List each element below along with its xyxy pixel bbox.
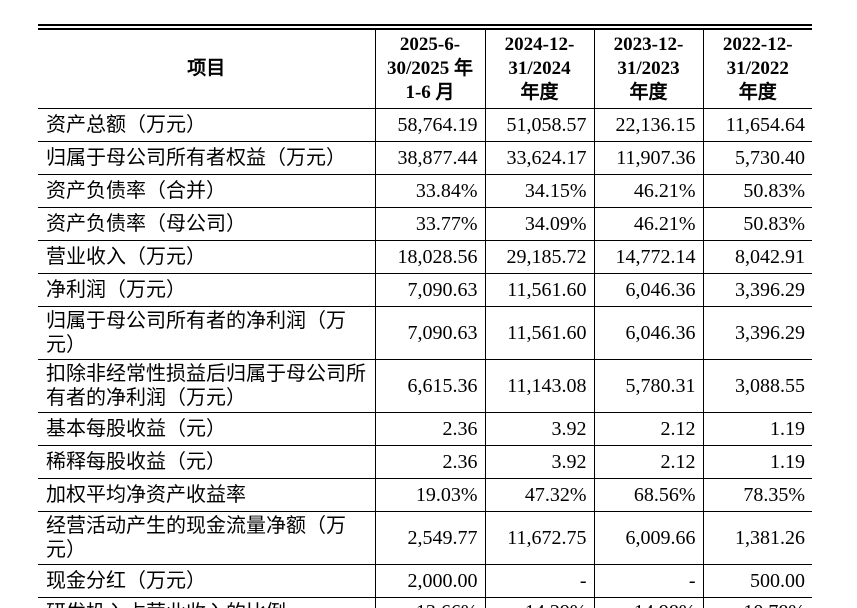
cell-value: 46.21% <box>593 174 704 208</box>
row-label: 经营活动产生的现金流量净额（万元） <box>38 511 376 565</box>
col-header-item: 项目 <box>38 26 376 109</box>
header-row: 项目 2025-6- 30/2025 年 1-6 月 2024-12- 31/2… <box>38 26 812 109</box>
table-row: 营业收入（万元） 18,028.56 29,185.72 14,772.14 8… <box>38 240 812 274</box>
cell-value: 51,058.57 <box>484 108 595 142</box>
cell-value: 2,549.77 <box>374 511 486 565</box>
cell-value: 78.35% <box>702 478 812 512</box>
cell-value: 14.98% <box>593 597 704 608</box>
cell-value: 33.77% <box>374 207 486 241</box>
cell-value: 3.92 <box>484 445 595 479</box>
cell-value: 2.36 <box>374 445 486 479</box>
cell-value: 11,672.75 <box>484 511 595 565</box>
table-row: 研发投入占营业收入的比例 13.66% 14.29% 14.98% 10.78% <box>38 597 812 608</box>
table-row: 现金分红（万元） 2,000.00 - - 500.00 <box>38 564 812 598</box>
cell-value: 34.15% <box>484 174 595 208</box>
cell-value: 19.03% <box>374 478 486 512</box>
row-label: 研发投入占营业收入的比例 <box>38 597 376 608</box>
cell-value: 2.12 <box>593 445 704 479</box>
cell-value: 50.83% <box>702 207 812 241</box>
col-header-period-3: 2023-12- 31/2023 年度 <box>593 26 704 109</box>
cell-value: 6,615.36 <box>374 359 486 413</box>
cell-value: 5,780.31 <box>593 359 704 413</box>
col-header-period-1: 2025-6- 30/2025 年 1-6 月 <box>374 26 486 109</box>
table-row: 稀释每股收益（元） 2.36 3.92 2.12 1.19 <box>38 445 812 479</box>
col-header-period-4: 2022-12- 31/2022 年度 <box>702 26 812 109</box>
cell-value: 22,136.15 <box>593 108 704 142</box>
cell-value: 38,877.44 <box>374 141 486 175</box>
cell-value: 11,907.36 <box>593 141 704 175</box>
financial-summary-table: 项目 2025-6- 30/2025 年 1-6 月 2024-12- 31/2… <box>38 24 812 608</box>
row-label: 资产总额（万元） <box>38 108 376 142</box>
cell-value: 2.36 <box>374 412 486 446</box>
row-label: 净利润（万元） <box>38 273 376 307</box>
cell-value: 1,381.26 <box>702 511 812 565</box>
row-label: 资产负债率（合并） <box>38 174 376 208</box>
row-label: 现金分红（万元） <box>38 564 376 598</box>
table-row: 经营活动产生的现金流量净额（万元） 2,549.77 11,672.75 6,0… <box>38 511 812 565</box>
cell-value: 500.00 <box>702 564 812 598</box>
cell-value: 2.12 <box>593 412 704 446</box>
cell-value: 14.29% <box>484 597 595 608</box>
table-row: 归属于母公司所有者权益（万元） 38,877.44 33,624.17 11,9… <box>38 141 812 175</box>
cell-value: 29,185.72 <box>484 240 595 274</box>
table-row: 资产负债率（合并） 33.84% 34.15% 46.21% 50.83% <box>38 174 812 208</box>
row-label: 加权平均净资产收益率 <box>38 478 376 512</box>
cell-value: 14,772.14 <box>593 240 704 274</box>
table-row: 加权平均净资产收益率 19.03% 47.32% 68.56% 78.35% <box>38 478 812 512</box>
cell-value: 33.84% <box>374 174 486 208</box>
row-label: 扣除非经常性损益后归属于母公司所有者的净利润（万元） <box>38 359 376 413</box>
cell-value: 50.83% <box>702 174 812 208</box>
cell-value: 6,009.66 <box>593 511 704 565</box>
cell-value: 3,396.29 <box>702 273 812 307</box>
cell-value: 33,624.17 <box>484 141 595 175</box>
cell-value: 8,042.91 <box>702 240 812 274</box>
col-header-period-2: 2024-12- 31/2024 年度 <box>484 26 595 109</box>
cell-value: 5,730.40 <box>702 141 812 175</box>
cell-value: 10.78% <box>702 597 812 608</box>
cell-value: 47.32% <box>484 478 595 512</box>
table-row: 资产负债率（母公司） 33.77% 34.09% 46.21% 50.83% <box>38 207 812 241</box>
cell-value: 3,088.55 <box>702 359 812 413</box>
cell-value: 58,764.19 <box>374 108 486 142</box>
cell-value: 34.09% <box>484 207 595 241</box>
table-row: 归属于母公司所有者的净利润（万元） 7,090.63 11,561.60 6,0… <box>38 306 812 360</box>
col-header-item-label: 项目 <box>187 58 226 79</box>
cell-value: 7,090.63 <box>374 273 486 307</box>
cell-value: - <box>593 564 704 598</box>
cell-value: 68.56% <box>593 478 704 512</box>
cell-value: - <box>484 564 595 598</box>
row-label: 营业收入（万元） <box>38 240 376 274</box>
cell-value: 3.92 <box>484 412 595 446</box>
table-row: 扣除非经常性损益后归属于母公司所有者的净利润（万元） 6,615.36 11,1… <box>38 359 812 413</box>
cell-value: 7,090.63 <box>374 306 486 360</box>
cell-value: 1.19 <box>702 412 812 446</box>
cell-value: 2,000.00 <box>374 564 486 598</box>
cell-value: 1.19 <box>702 445 812 479</box>
table-row: 基本每股收益（元） 2.36 3.92 2.12 1.19 <box>38 412 812 446</box>
row-label: 稀释每股收益（元） <box>38 445 376 479</box>
table-row: 资产总额（万元） 58,764.19 51,058.57 22,136.15 1… <box>38 108 812 142</box>
cell-value: 11,561.60 <box>484 273 595 307</box>
table-row: 净利润（万元） 7,090.63 11,561.60 6,046.36 3,39… <box>38 273 812 307</box>
cell-value: 11,654.64 <box>702 108 812 142</box>
cell-value: 11,561.60 <box>484 306 595 360</box>
cell-value: 18,028.56 <box>374 240 486 274</box>
row-label: 基本每股收益（元） <box>38 412 376 446</box>
row-label: 资产负债率（母公司） <box>38 207 376 241</box>
cell-value: 11,143.08 <box>484 359 595 413</box>
cell-value: 6,046.36 <box>593 306 704 360</box>
cell-value: 6,046.36 <box>593 273 704 307</box>
cell-value: 3,396.29 <box>702 306 812 360</box>
row-label: 归属于母公司所有者权益（万元） <box>38 141 376 175</box>
row-label: 归属于母公司所有者的净利润（万元） <box>38 306 376 360</box>
cell-value: 46.21% <box>593 207 704 241</box>
cell-value: 13.66% <box>374 597 486 608</box>
